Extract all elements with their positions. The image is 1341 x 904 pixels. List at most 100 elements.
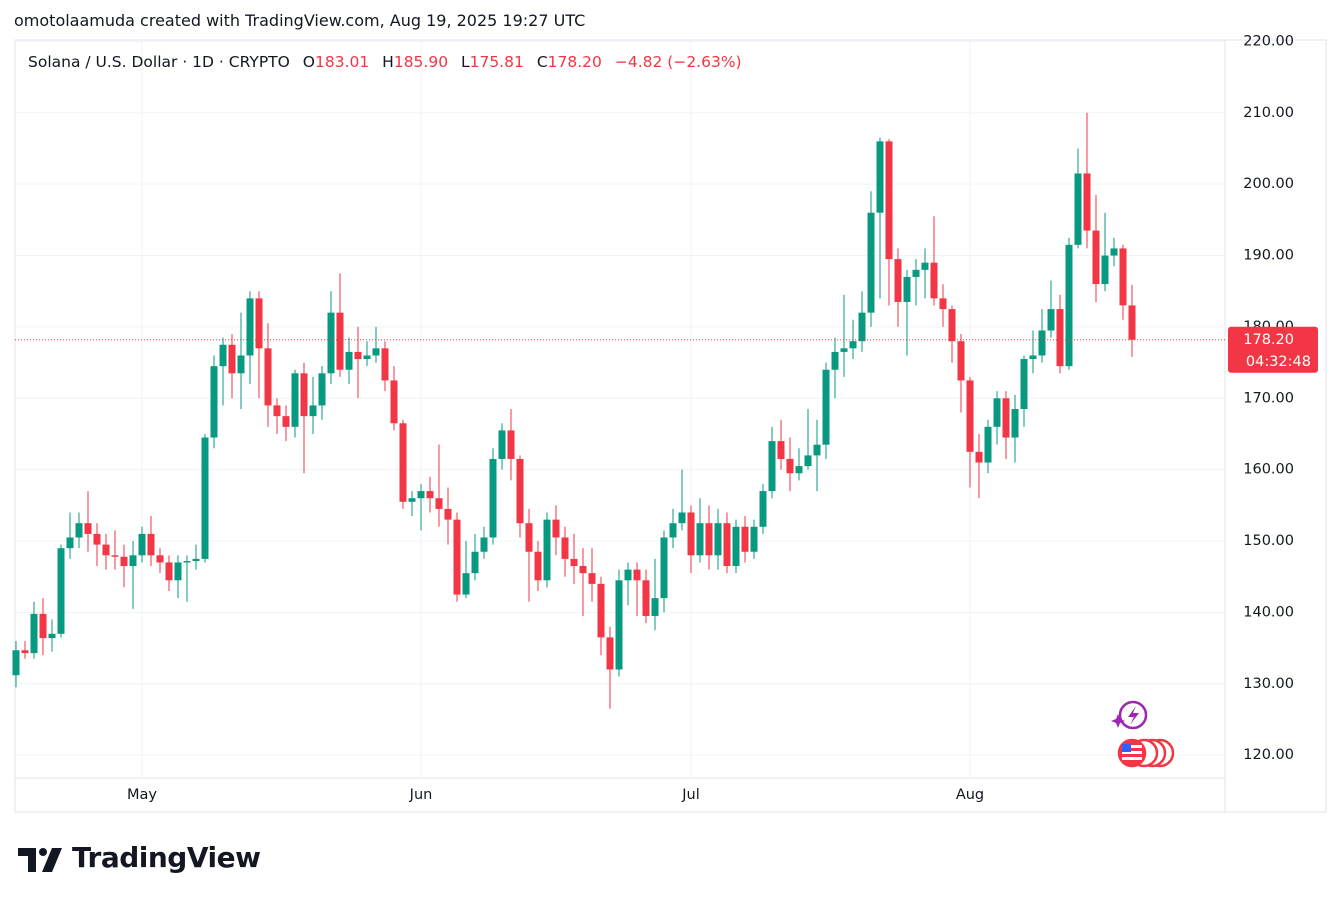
- candle-body: [966, 380, 974, 452]
- lightning: [1128, 706, 1139, 725]
- candle-body: [75, 523, 83, 538]
- candle-body: [498, 430, 506, 459]
- candle-body: [948, 309, 956, 342]
- candle-body: [300, 373, 308, 417]
- candle-body: [714, 523, 722, 556]
- candle-body: [66, 537, 74, 549]
- candle-body: [336, 312, 344, 370]
- last-price-label: 178.20: [1243, 332, 1294, 348]
- candle-body: [138, 533, 146, 556]
- candle-body: [957, 341, 965, 381]
- candle-body: [147, 533, 155, 556]
- candle-body: [156, 555, 164, 563]
- candle-body: [678, 512, 686, 524]
- high-label: H: [382, 53, 394, 71]
- logo-part: [18, 848, 36, 872]
- candle-body: [84, 523, 92, 534]
- candle-body: [1092, 230, 1100, 285]
- candle-body: [525, 523, 533, 552]
- y-tick-label: 170.00: [1243, 390, 1294, 406]
- candle-body: [1038, 330, 1046, 356]
- candle-body: [282, 416, 290, 427]
- brand-name: TradingView: [72, 841, 261, 874]
- candle-body: [687, 512, 695, 556]
- candle-body: [804, 455, 812, 467]
- candle-body: [192, 558, 200, 562]
- candle-body: [210, 366, 218, 438]
- candle-body: [417, 491, 425, 499]
- candle-body: [183, 561, 191, 563]
- candle-body: [561, 537, 569, 559]
- candle-body: [732, 526, 740, 567]
- candle-body: [1128, 305, 1136, 340]
- candle-body: [201, 437, 209, 559]
- candle-body: [291, 373, 299, 427]
- open-value: 183.01: [314, 53, 370, 71]
- candle-body: [786, 458, 794, 474]
- candle-body: [471, 551, 479, 574]
- y-tick-label: 190.00: [1243, 248, 1294, 264]
- candle-body: [975, 451, 983, 463]
- flag-stripe: [1122, 751, 1142, 754]
- candle-body: [894, 259, 902, 302]
- flag-stripe: [1122, 745, 1142, 748]
- x-tick-label: Jul: [681, 787, 700, 803]
- candle-body: [381, 348, 389, 381]
- candle-body: [39, 613, 47, 639]
- candle-body: [885, 141, 893, 260]
- candle-body: [795, 466, 803, 474]
- candle-body: [111, 555, 119, 557]
- candle-body: [993, 398, 1001, 427]
- candle-body: [1029, 355, 1037, 360]
- candle-body: [318, 373, 326, 406]
- candle-body: [1002, 398, 1010, 438]
- candle-body: [867, 212, 875, 313]
- candle-body: [1065, 244, 1073, 367]
- candle-body: [264, 348, 272, 406]
- y-tick-label: 160.00: [1243, 462, 1294, 478]
- candle-body: [1083, 173, 1091, 231]
- candle-body: [768, 441, 776, 492]
- candle-body: [354, 351, 362, 360]
- candle-body: [696, 523, 704, 556]
- plot-area: 120.00130.00140.00150.00160.00170.00180.…: [12, 33, 1294, 803]
- candle-body: [507, 430, 515, 459]
- y-tick-label: 200.00: [1243, 176, 1294, 192]
- candle-body: [237, 355, 245, 374]
- x-tick-label: May: [127, 787, 157, 803]
- candle-body: [309, 405, 317, 417]
- candle-body: [246, 298, 254, 356]
- candle-body: [273, 405, 281, 417]
- y-tick-label: 210.00: [1243, 105, 1294, 121]
- change-value: −4.82 (−2.63%): [614, 53, 742, 71]
- high-value: 185.90: [393, 53, 449, 71]
- candle-body: [669, 523, 677, 538]
- low-value: 175.81: [469, 53, 524, 71]
- candle-body: [642, 580, 650, 616]
- candle-body: [12, 650, 20, 676]
- candle-body: [1101, 255, 1109, 285]
- candle-body: [624, 569, 632, 581]
- logo-part: [39, 848, 47, 856]
- candle-body: [345, 351, 353, 370]
- candle-body: [453, 519, 461, 595]
- candle-body: [372, 348, 380, 356]
- candle-body: [1056, 309, 1064, 367]
- candle-body: [165, 562, 173, 581]
- candle-body: [1047, 309, 1055, 331]
- y-tick-label: 220.00: [1243, 33, 1294, 49]
- candle-body: [660, 537, 668, 599]
- candle-body: [822, 369, 830, 445]
- ohlc-legend: Solana / U.S. Dollar · 1D · CRYPTO O183.…: [28, 53, 742, 71]
- candle-body: [759, 491, 767, 527]
- candle-body: [777, 441, 785, 459]
- y-tick-label: 140.00: [1243, 604, 1294, 620]
- candle-body: [462, 573, 470, 595]
- candle-body: [390, 380, 398, 424]
- close-label: C: [536, 53, 548, 71]
- candle-body: [480, 537, 488, 552]
- candle-body: [588, 573, 596, 584]
- candle-body: [399, 423, 407, 502]
- candle-body: [597, 583, 605, 638]
